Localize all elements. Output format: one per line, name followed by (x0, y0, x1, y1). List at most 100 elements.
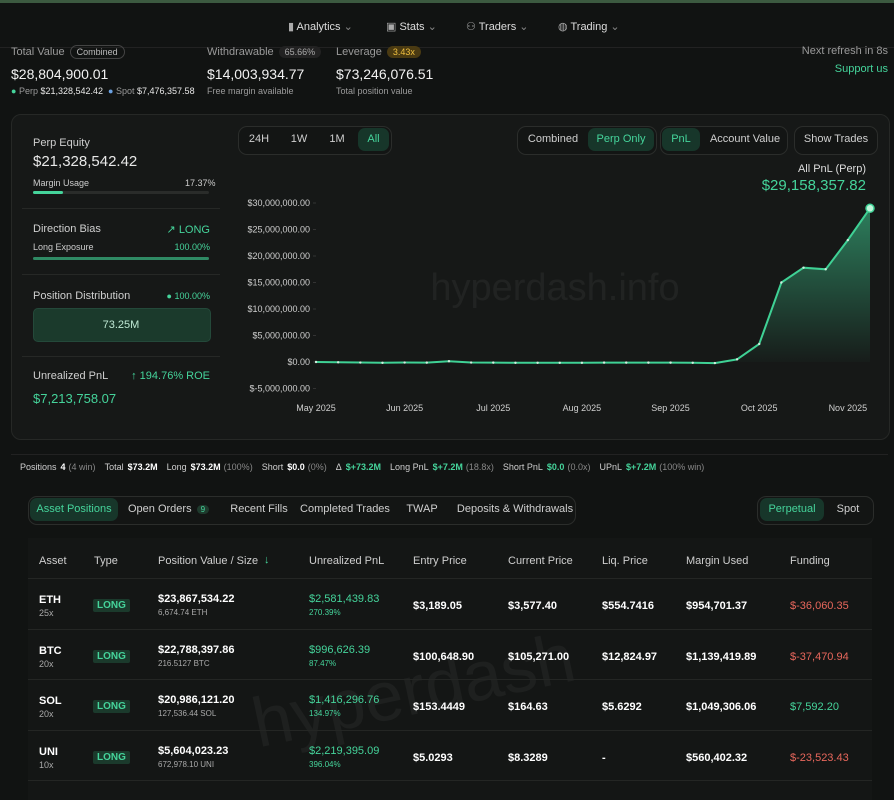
unrealized-pnl: $996,626.39 (309, 643, 371, 656)
mode-button[interactable]: Combined (527, 133, 579, 145)
refresh-note: Next refresh in 8s (801, 45, 888, 57)
liq-price: $554.7416 (602, 600, 654, 612)
support-link[interactable]: Support us (834, 63, 888, 75)
summary-sub: Total position value (336, 86, 413, 96)
position-stat: Short PnL $0.0 (0.0x) (503, 462, 591, 472)
y-tick-label: $10,000,000.00 (247, 304, 310, 314)
range-button[interactable]: 1W (290, 133, 308, 145)
stat-label: Position Distribution (33, 290, 131, 302)
point (758, 342, 761, 346)
direction-value: LONG (178, 224, 210, 236)
badge: Combined (69, 45, 125, 59)
tab[interactable]: Asset Positions (30, 498, 118, 521)
nav-label[interactable]: Traders (478, 21, 517, 33)
divider (22, 274, 220, 275)
stat-value: $+7.2M (432, 462, 463, 472)
summary-label: Total Value Combined (11, 45, 125, 59)
liq-price: - (602, 751, 606, 764)
y-tick-label: $25,000,000.00 (247, 225, 310, 235)
navbar: ▮ Analytics ⌄ ▣ Stats ⌄ ⚇ Traders ⌄ ◍ Tr… (0, 3, 894, 48)
market-tab[interactable]: Spot (836, 503, 860, 515)
stat-sub-value: 17.37% (185, 178, 216, 188)
market-tab[interactable]: Perpetual (760, 498, 824, 521)
stat-value: $+73.2M (345, 462, 382, 472)
leverage: 25x (39, 608, 54, 618)
y-tick-label: $-5,000,000.00 (249, 384, 310, 394)
type-badge: LONG (93, 599, 130, 612)
stat-value: $73.2M (190, 462, 221, 472)
nav-item[interactable]: ▣ Stats ⌄ (386, 21, 437, 33)
point (625, 361, 628, 364)
roe: 87.47% (309, 658, 337, 668)
unrealized-pnl: $2,219,395.09 (309, 744, 380, 757)
row-divider (28, 679, 872, 680)
point (602, 361, 606, 364)
stat-label: Unrealized PnL (33, 370, 109, 382)
tab[interactable]: Deposits & Withdrawals (456, 503, 574, 515)
point (403, 361, 406, 364)
margin-price: $1,049,306.06 (686, 701, 757, 713)
x-tick-label: Sep 2025 (651, 403, 690, 413)
show-trades[interactable]: Show Trades (803, 133, 869, 145)
current-price: $8.3289 (508, 751, 548, 764)
column-header[interactable]: Position Value / Size (158, 555, 259, 567)
point (735, 358, 739, 361)
label: Withdrawable (207, 46, 274, 58)
nav-label[interactable]: Analytics (296, 21, 341, 33)
stat-sub-label: Margin Usage (33, 178, 90, 188)
point (381, 361, 384, 364)
leverage: 20x (39, 709, 54, 719)
trades-toggle-box (794, 126, 878, 155)
tab[interactable]: Completed Trades (300, 503, 390, 515)
stat-sub-label: Long Exposure (33, 242, 94, 252)
column-header: Asset (39, 555, 67, 567)
exposure-track (33, 257, 209, 260)
tab[interactable]: Open Orders 9 (128, 498, 210, 521)
margin-price: $1,139,419.89 (686, 650, 757, 663)
area-fill (316, 208, 870, 364)
point (846, 238, 850, 242)
watermark: hyperdash.info (430, 267, 679, 309)
stat-label: Direction Bias (33, 223, 101, 235)
tab[interactable]: TWAP (406, 503, 438, 515)
row-divider (28, 578, 872, 579)
nav-item[interactable]: ▮ Analytics ⌄ (288, 21, 353, 33)
nav-item[interactable]: ◍ Trading ⌄ (558, 21, 620, 33)
nav-item[interactable]: ⚇ Traders ⌄ (466, 21, 529, 33)
range-button[interactable]: 1M (329, 133, 345, 145)
stat-label: UPnL (599, 462, 622, 472)
type-badge: LONG (93, 750, 130, 764)
nav-label[interactable]: Trading (570, 21, 608, 33)
position-stat: Short $0.0 (0%) (262, 462, 327, 472)
x-tick-label: Aug 2025 (563, 403, 602, 413)
point (514, 361, 517, 364)
badge: 65.66% (278, 46, 322, 58)
value: $21,328,542.42 (40, 86, 104, 96)
positions-bar: Positions 4 (4 win) Total $73.2M Long $73.2M (1… (20, 462, 713, 472)
view-button[interactable]: Account Value (709, 133, 781, 145)
value: $7,476,357.58 (137, 86, 195, 96)
stat-note: (100%) (223, 462, 253, 472)
view-button[interactable]: PnL (662, 128, 700, 151)
mode-button[interactable]: Perp Only (588, 128, 654, 151)
stat-note: (4 win) (68, 462, 96, 472)
range-button[interactable]: 24H (248, 133, 270, 145)
column-header: Current Price (508, 555, 573, 567)
label: Leverage (336, 46, 382, 58)
upnl-value: $7,213,758.07 (33, 391, 117, 406)
unrealized-pnl: $2,581,439.83 (309, 593, 380, 605)
stat-value: $+7.2M (625, 462, 657, 472)
range-button[interactable]: All (358, 128, 389, 151)
y-tick-label: $5,000,000.00 (252, 331, 310, 341)
tab[interactable]: Recent Fills (230, 503, 288, 515)
stat-value: $0.0 (546, 462, 565, 472)
x-tick-label: Jun 2025 (386, 403, 423, 413)
column-header: Liq. Price (602, 555, 648, 567)
roe: 270.39% (309, 608, 341, 617)
type-badge: LONG (93, 649, 130, 663)
nav-label[interactable]: Stats (399, 21, 425, 33)
stat-label: Long (166, 462, 187, 472)
point (447, 360, 451, 363)
